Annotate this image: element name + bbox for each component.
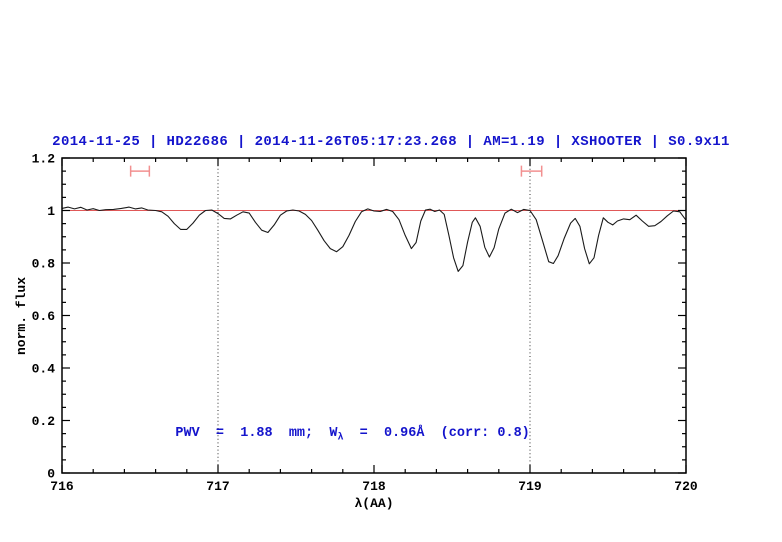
x-tick-label: 719 (518, 479, 542, 494)
pwv-annotation-text-tail: = 0.96Å (corr: 0.8) (343, 426, 530, 441)
x-axis-label: λ(AA) (354, 496, 393, 511)
y-tick-label: 0.4 (32, 362, 56, 377)
y-tick-label: 0.8 (32, 257, 56, 272)
axis-ticks (61, 157, 687, 474)
y-axis-label: norm. flux (14, 277, 29, 355)
y-tick-label: 0.2 (32, 414, 56, 429)
pwv-annotation-text: PWV = 1.88 mm; W (175, 426, 338, 441)
x-tick-label: 716 (50, 479, 74, 494)
pwv-annotation: PWV = 1.88 mm; Wλ = 0.96Å (corr: 0.8) (143, 411, 530, 456)
axis-tick-labels: 716 717 718 719 720 0 0.2 0.4 0.6 0.8 1 1.2 (32, 152, 698, 495)
y-tick-label: 1.2 (32, 152, 56, 167)
spectrum-curve (61, 206, 687, 272)
lambda-subscript: λ (337, 432, 344, 444)
band-range-markers (129, 165, 543, 177)
y-tick-label: 0 (47, 467, 55, 482)
plot-title: 2014-11-25 | HD22686 | 2014-11-26T05:17:… (52, 134, 730, 150)
x-tick-label: 718 (362, 479, 386, 494)
x-tick-label: 717 (206, 479, 229, 494)
y-tick-label: 1 (47, 204, 55, 219)
y-tick-label: 0.6 (32, 309, 56, 324)
x-tick-label: 720 (674, 479, 698, 494)
